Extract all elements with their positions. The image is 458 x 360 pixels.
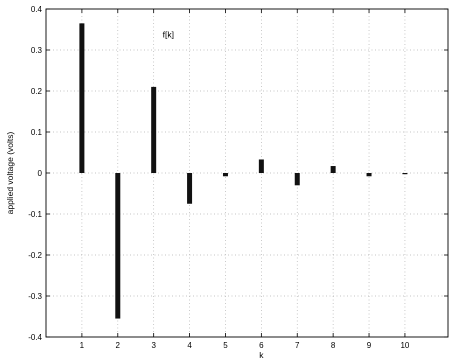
y-tick-label: 0 (38, 169, 43, 178)
y-tick-label: -0.1 (28, 210, 42, 219)
tick-layer: 0.4 0.3 0.2 0.1 0 -0.1 -0.2 -0.3 -0.4 1 2 3 4 5 6 7 8 9 10 (28, 5, 448, 350)
x-tick-label: 5 (223, 341, 228, 350)
y-tick-label: 0.4 (31, 5, 43, 14)
x-tick-label: 8 (331, 341, 336, 350)
bar-k-4 (187, 173, 193, 204)
y-axis-label: applied voltage (volts) (5, 131, 15, 214)
bar-k-3 (151, 86, 157, 173)
x-tick-label: 9 (367, 341, 372, 350)
x-axis-label: k (259, 350, 264, 360)
bar-k-9 (366, 173, 372, 177)
x-tick-label: 1 (80, 341, 85, 350)
bar-k-1 (79, 23, 85, 173)
x-tick-label: 7 (295, 341, 300, 350)
bar-k-10 (402, 173, 408, 175)
x-tick-label: 4 (187, 341, 192, 350)
x-tick-label: 10 (400, 341, 409, 350)
x-tick-label: 6 (259, 341, 264, 350)
bar-k-5 (222, 173, 228, 177)
annotation-label: f[k] (163, 30, 174, 40)
grid-layer (46, 9, 448, 337)
x-tick-label: 2 (116, 341, 121, 350)
bar-layer (79, 23, 408, 319)
y-tick-label: -0.3 (28, 292, 42, 301)
y-tick-label: 0.3 (31, 46, 43, 55)
y-tick-label: -0.2 (28, 251, 42, 260)
bar-k-8 (330, 166, 336, 173)
y-tick-label: 0.2 (31, 87, 43, 96)
bar-k-2 (115, 173, 121, 319)
x-tick-label: 3 (151, 341, 156, 350)
y-tick-label: 0.1 (31, 128, 43, 137)
bar-k-6 (258, 159, 264, 173)
y-tick-label: -0.4 (28, 333, 42, 342)
bar-k-7 (294, 173, 300, 186)
